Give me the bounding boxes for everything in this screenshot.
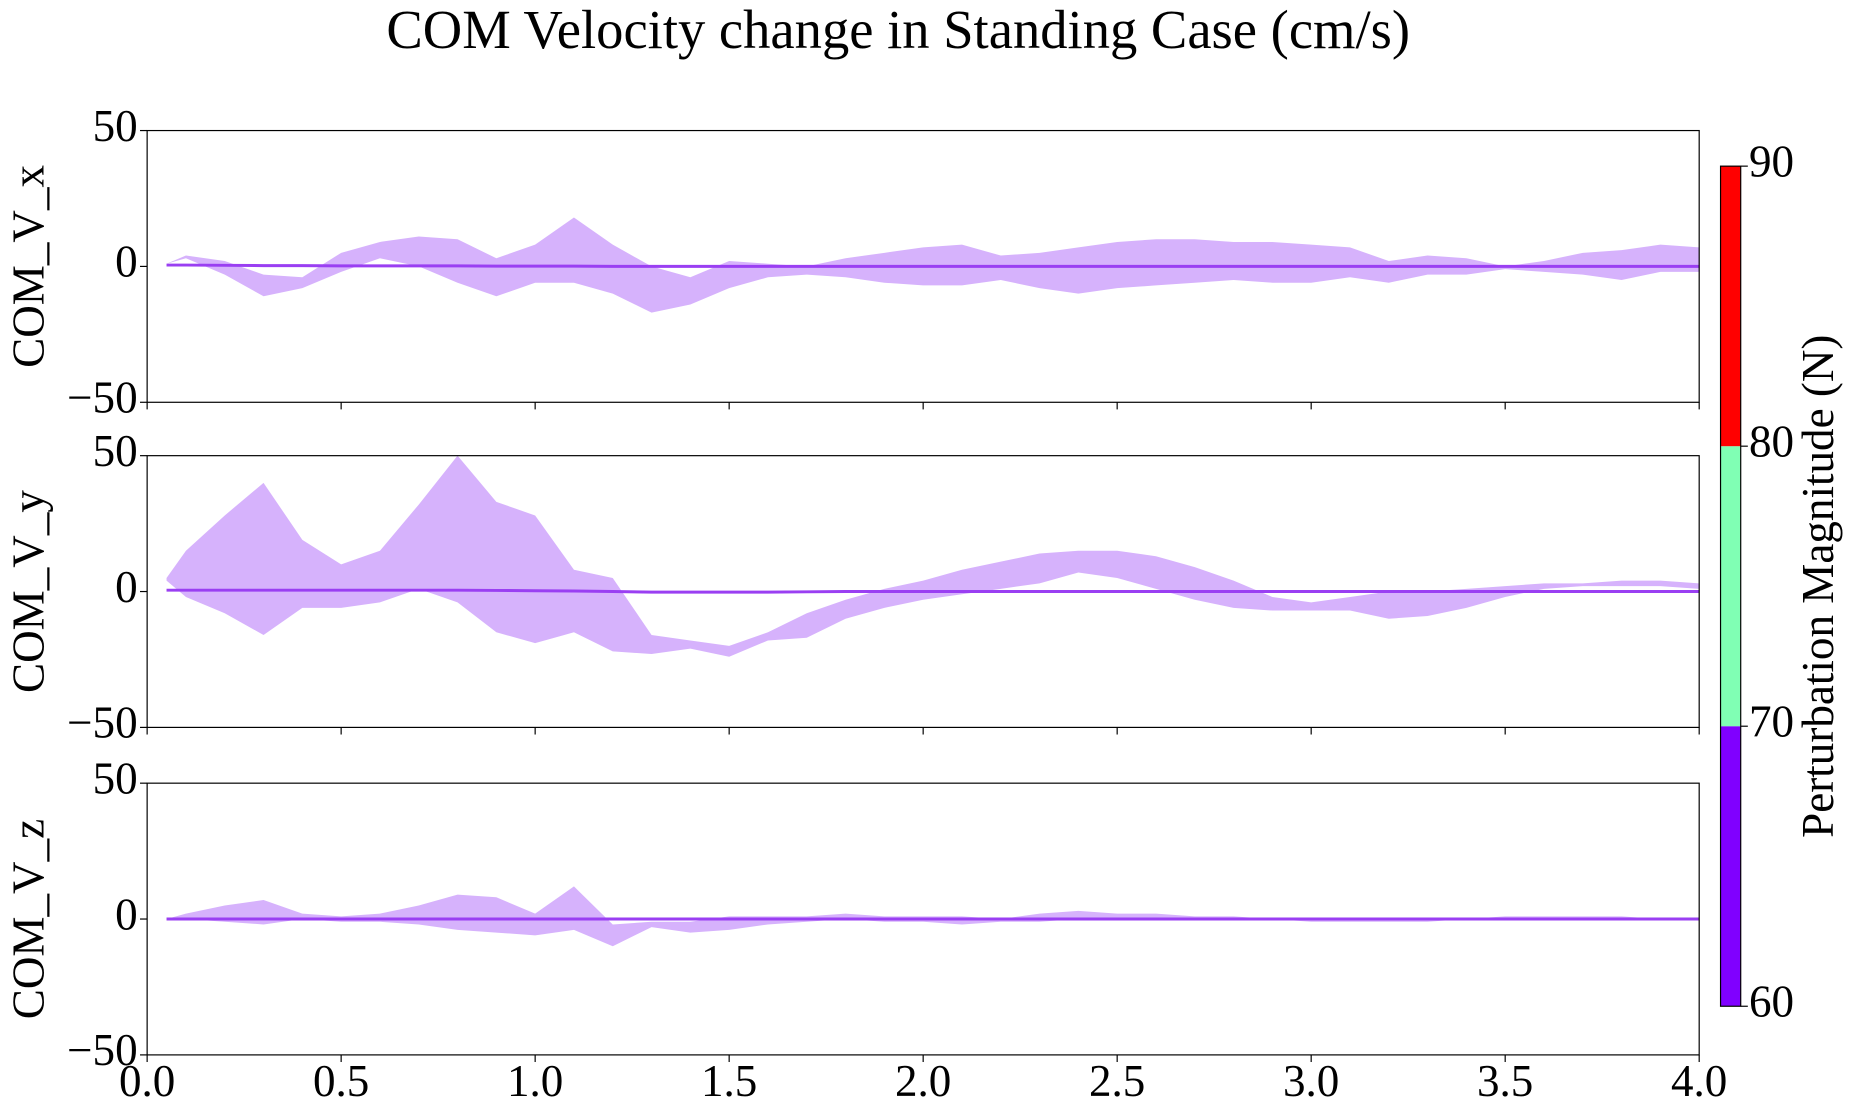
colorbar-tick-label: 60: [1749, 977, 1794, 1027]
x-tick-label: 1.0: [507, 1056, 563, 1106]
y-axis-label: COM_V_x: [4, 165, 54, 368]
colorbar-segment: [1720, 726, 1741, 1007]
colorbar-frame: [1719, 165, 1742, 1007]
x-tick-label: 3.5: [1477, 1056, 1533, 1106]
band: [166, 455, 1700, 657]
x-tick-label: 2.5: [1089, 1056, 1145, 1106]
y-tick-label: −50: [67, 698, 138, 748]
y-tick-label: 0: [115, 562, 138, 612]
x-tick-label: 0.0: [119, 1056, 175, 1106]
y-tick-label: −50: [67, 1025, 138, 1075]
y-tick-label: 0: [115, 889, 138, 939]
colorbar-tick-label: 80: [1749, 417, 1794, 467]
band: [166, 886, 1700, 947]
figure-title: COM Velocity change in Standing Case (cm…: [386, 0, 1410, 60]
axes-frame: [146, 782, 1700, 1056]
x-tick-label: 0.5: [313, 1056, 369, 1106]
colorbar-segment: [1720, 446, 1741, 727]
y-tick-label: 50: [93, 754, 138, 804]
x-tick-label: 4.0: [1671, 1056, 1727, 1106]
colorbar-tick-label: 70: [1749, 697, 1794, 747]
y-tick-label: 0: [115, 237, 138, 287]
y-tick-label: −50: [67, 373, 138, 423]
y-axis-label: COM_V_y: [4, 490, 54, 693]
colorbar-tick-label: 90: [1749, 136, 1794, 186]
mean-line: [166, 263, 1700, 268]
y-tick-label: 50: [93, 426, 138, 476]
x-tick-label: 3.0: [1283, 1056, 1339, 1106]
colorbar-label: Perturbation Magnitude (N): [1793, 335, 1843, 838]
colorbar-segment: [1720, 166, 1741, 447]
y-axis-label: COM_V_z: [4, 819, 54, 1019]
x-tick-label: 1.5: [701, 1056, 757, 1106]
x-tick-label: 2.0: [895, 1056, 951, 1106]
mean-line: [166, 588, 1700, 594]
y-tick-label: 50: [93, 101, 138, 151]
